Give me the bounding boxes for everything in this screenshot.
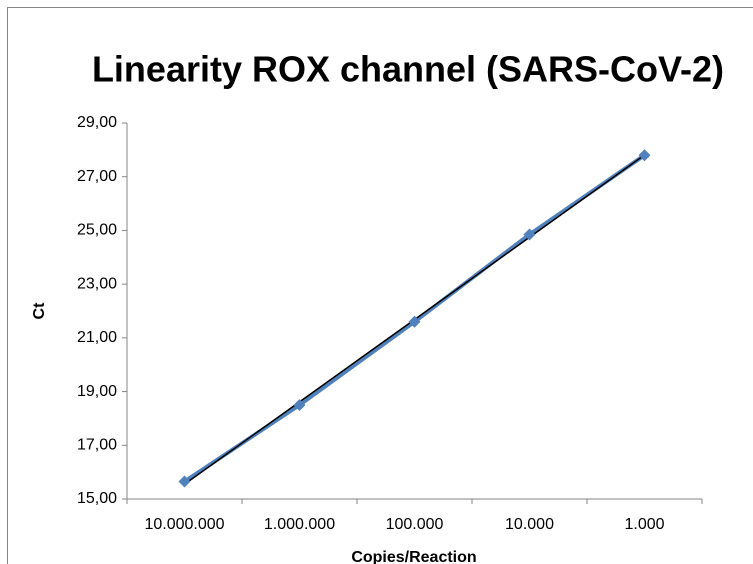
y-tick-label: 21,00: [77, 329, 117, 346]
data-point: [638, 149, 651, 162]
y-tick-label: 23,00: [77, 275, 117, 292]
x-axis-title: Copies/Reaction: [351, 549, 476, 564]
data-point: [523, 228, 536, 241]
x-tick-label: 1.000.000: [264, 516, 335, 533]
y-tick-label: 29,00: [77, 114, 117, 131]
chart-title: Linearity ROX channel (SARS-CoV-2): [92, 49, 724, 90]
y-tick-label: 25,00: [77, 222, 117, 239]
x-tick-label: 100.000: [386, 516, 444, 533]
x-tick-label: 1.000: [624, 516, 664, 533]
x-tick-label: 10.000.000: [144, 516, 224, 533]
x-tick-label: 10.000: [505, 516, 554, 533]
data-point: [178, 475, 191, 488]
y-tick-label: 19,00: [77, 383, 117, 400]
y-tick-label: 15,00: [77, 490, 117, 507]
data-point: [293, 399, 306, 411]
y-tick-label: 27,00: [77, 168, 117, 185]
y-tick-label: 17,00: [77, 437, 117, 454]
chart-frame: [7, 7, 753, 564]
data-point: [408, 315, 421, 328]
y-axis-title: Ct: [31, 302, 48, 320]
